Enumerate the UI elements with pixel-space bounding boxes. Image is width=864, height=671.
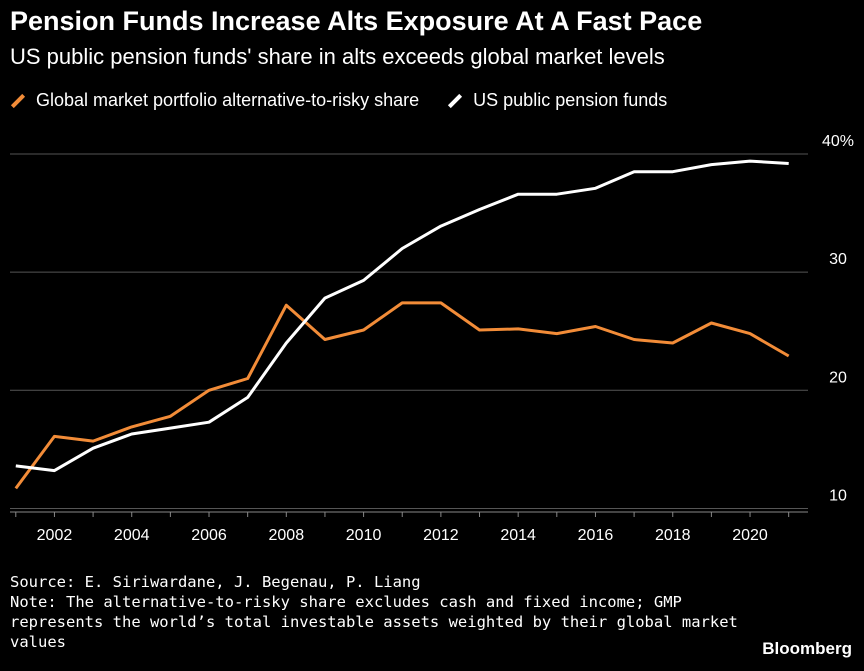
legend: Global market portfolio alternative-to-r…	[10, 90, 695, 111]
chart-subtitle: US public pension funds' share in alts e…	[10, 44, 665, 69]
y-tick-label-30: 30	[829, 251, 847, 268]
series-line-us-pension	[15, 159, 789, 473]
y-tick-label-40: 40%	[822, 133, 854, 150]
x-tick-label-2010: 2010	[346, 527, 382, 544]
footer: Source: E. Siriwardane, J. Begenau, P. L…	[10, 572, 750, 652]
legend-label-gmp: Global market portfolio alternative-to-r…	[36, 90, 420, 110]
legend-item-gmp: Global market portfolio alternative-to-r…	[10, 90, 419, 111]
x-tick-label-2020: 2020	[732, 527, 768, 544]
x-tick-label-2016: 2016	[578, 527, 614, 544]
x-tick-label-2008: 2008	[269, 527, 305, 544]
legend-swatch-gmp	[10, 93, 26, 108]
line-chart: 10 20 30 40% 2002 2004 2006 2008 2010 2012 2014 201…	[10, 133, 854, 544]
x-tick-label-2012: 2012	[423, 527, 459, 544]
x-tick-label-2004: 2004	[114, 527, 150, 544]
note-text: Note: The alternative-to-risky share exc…	[10, 593, 738, 651]
legend-swatch-us	[448, 93, 463, 108]
legend-label-us: US public pension funds	[473, 90, 668, 110]
legend-item-us: US public pension funds	[447, 90, 667, 111]
y-tick-label-20: 20	[829, 369, 847, 386]
source-text: Source: E. Siriwardane, J. Begenau, P. L…	[10, 573, 421, 591]
y-tick-label-10: 10	[829, 487, 847, 504]
x-tick-label-2018: 2018	[655, 527, 691, 544]
x-tick-label-2014: 2014	[500, 527, 536, 544]
x-tick-label-2006: 2006	[191, 527, 227, 544]
chart-title: Pension Funds Increase Alts Exposure At …	[10, 6, 703, 36]
series-line-gmp	[14, 301, 790, 490]
bloomberg-logo: Bloomberg	[762, 639, 852, 658]
x-tick-label-2002: 2002	[37, 527, 73, 544]
